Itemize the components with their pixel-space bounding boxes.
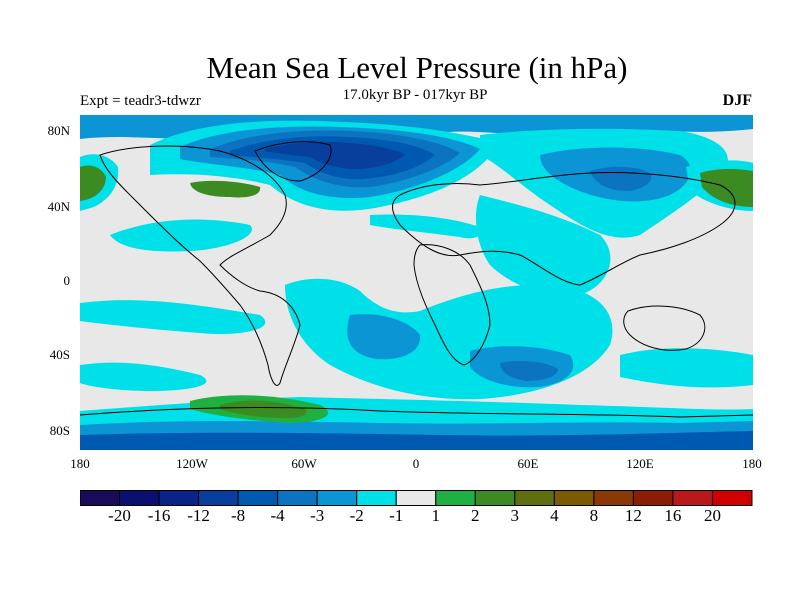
lat-tick-label: 0 [63, 273, 71, 288]
lon-tick-label: 180 [742, 456, 762, 471]
map-subtitle: 17.0kyr BP - 017kyr BP [342, 87, 488, 103]
colorbar-label: -16 [147, 506, 171, 525]
colorbar-swatch [632, 490, 674, 506]
experiment-label: Expt = teadr3-tdwzr [80, 93, 201, 109]
colorbar-swatch [395, 490, 437, 506]
colorbar-label: -3 [310, 506, 325, 525]
season-label: DJF [722, 92, 752, 109]
colorbar-label: 4 [550, 506, 559, 525]
lat-tick-label: 80S [49, 423, 70, 438]
colorbar-swatch [474, 490, 516, 506]
lon-tick-label: 180 [70, 456, 90, 471]
south-pacific-anomaly-band [620, 348, 753, 388]
colorbar-swatch [553, 490, 595, 506]
lon-tick-label: 120E [626, 456, 654, 471]
colorbar-label: -4 [270, 506, 285, 525]
colorbar-swatch [435, 490, 476, 506]
antarctic-anomaly-region [220, 400, 307, 419]
lon-tick-label: 60W [291, 456, 317, 471]
lon-tick-label: 120W [176, 456, 208, 471]
north-atlantic-anomaly-region [265, 141, 405, 169]
map-title: Mean Sea Level Pressure (in hPa) [206, 50, 628, 85]
lat-tick-label: 40N [47, 199, 70, 214]
colorbar-label: 16 [664, 506, 682, 525]
colorbar-swatch [672, 490, 713, 506]
colorbar-label: -8 [231, 506, 246, 525]
pressure-anomaly-map [80, 115, 753, 450]
colorbar-label: 8 [589, 506, 599, 525]
lat-tick-label: 40S [49, 347, 70, 362]
colorbar-swatch [316, 490, 358, 506]
north-pacific-anomaly-region [80, 165, 106, 201]
colorbar-label: 12 [624, 506, 642, 525]
colorbar-swatch [198, 490, 239, 506]
colorbar [80, 490, 753, 506]
antarctic-anomaly-region [80, 431, 753, 450]
colorbar-label: 3 [510, 506, 520, 525]
colorbar-label: 2 [471, 506, 480, 525]
colorbar-label: -12 [187, 506, 210, 525]
colorbar-label: -2 [349, 506, 364, 525]
indian-ocean-anomaly-region [475, 195, 611, 297]
colorbar-label: -20 [108, 506, 131, 525]
lat-tick-label: 80N [47, 123, 70, 138]
colorbar-label: 20 [704, 506, 721, 525]
colorbar-swatch [119, 490, 160, 506]
coastlines [80, 141, 753, 418]
tropical-anomaly-band [80, 300, 266, 335]
colorbar-swatch [237, 490, 279, 506]
colorbar-swatch [711, 490, 753, 506]
lon-tick-label: 60E [517, 456, 539, 471]
north-pacific-anomaly-region [700, 169, 753, 207]
colorbar-swatch [277, 490, 318, 506]
colorbar-swatch [514, 490, 555, 506]
colorbar-swatch [158, 490, 200, 506]
lon-tick-label: 0 [412, 456, 420, 471]
tropical-anomaly-band [110, 219, 252, 252]
colorbar-label: 1 [431, 506, 441, 525]
atlantic-anomaly-band [370, 214, 482, 239]
colorbar-label: -1 [389, 506, 404, 525]
colorbar-swatch [80, 490, 121, 506]
south-atlantic-anomaly-region [500, 361, 558, 381]
south-atlantic-anomaly-region [347, 314, 421, 360]
colorbar-swatch [356, 490, 397, 506]
colorbar-swatch [593, 490, 634, 506]
south-pacific-anomaly-band [80, 362, 207, 391]
north-america-anomaly-region [190, 180, 261, 198]
